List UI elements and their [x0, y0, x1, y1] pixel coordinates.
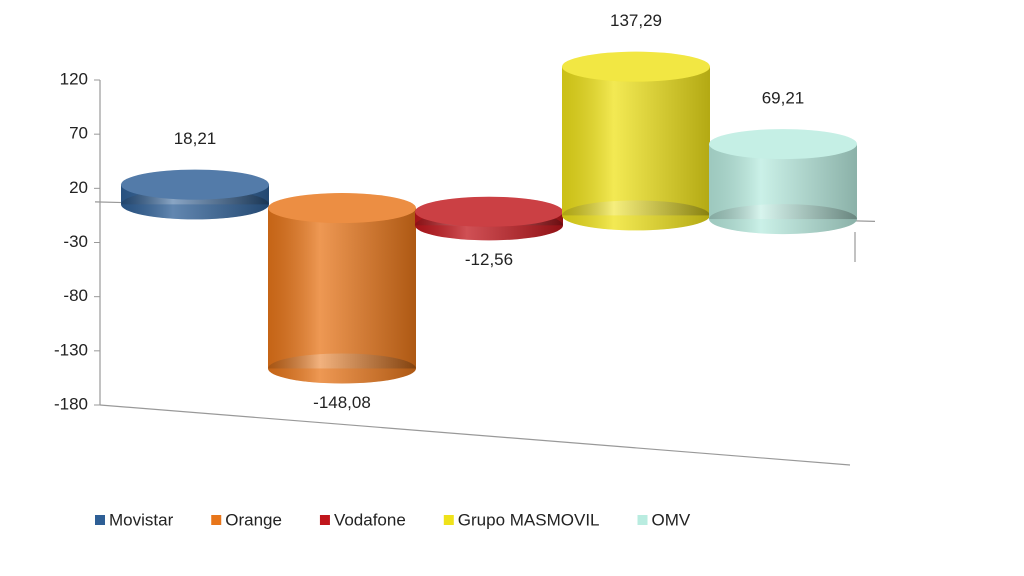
cylinder-cap [709, 129, 857, 160]
cylinder-cap-shade [709, 129, 857, 160]
y-tick-label: -80 [63, 286, 88, 305]
y-tick-label: 20 [69, 178, 88, 197]
cylinder-base-shade [709, 204, 857, 235]
cylinder-cap-shade [415, 196, 563, 227]
legend-label: Vodafone [334, 510, 406, 529]
bar-shade [562, 66, 710, 216]
cylinder-cap [268, 193, 416, 224]
legend-swatch [443, 515, 454, 525]
value-label: 69,21 [762, 89, 805, 108]
legend-swatch [95, 515, 105, 525]
cylinder-cap-shade [562, 51, 710, 82]
value-label: 18,21 [174, 129, 217, 148]
legend-label: OMV [652, 510, 691, 529]
cylinder-base-shade [268, 353, 416, 384]
legend-swatch [211, 515, 222, 525]
y-tick-label: -130 [54, 340, 88, 359]
legend-swatch [637, 515, 648, 525]
cylinder-cap [415, 196, 563, 227]
floor-edge [99, 404, 851, 466]
cylinder-cap-shade [268, 193, 416, 224]
legend-swatch [319, 515, 330, 525]
y-tick-label: 120 [60, 69, 88, 88]
value-label: 137,29 [610, 11, 662, 30]
legend-label: Grupo MASMOVIL [458, 510, 600, 529]
legend-label: Orange [225, 510, 282, 529]
cylinder-cap [121, 169, 269, 200]
bar-shade [268, 208, 416, 369]
legend-label: Movistar [109, 510, 174, 529]
y-tick-label: -180 [54, 394, 88, 413]
y-tick-label: -30 [63, 232, 88, 251]
cylinder-base-shade [562, 200, 710, 231]
value-label: -148,08 [313, 393, 371, 412]
y-tick-label: 70 [69, 124, 88, 143]
cylinder-cap [562, 51, 710, 82]
value-label: -12,56 [465, 250, 513, 269]
cylinder-cap-shade [121, 169, 269, 200]
